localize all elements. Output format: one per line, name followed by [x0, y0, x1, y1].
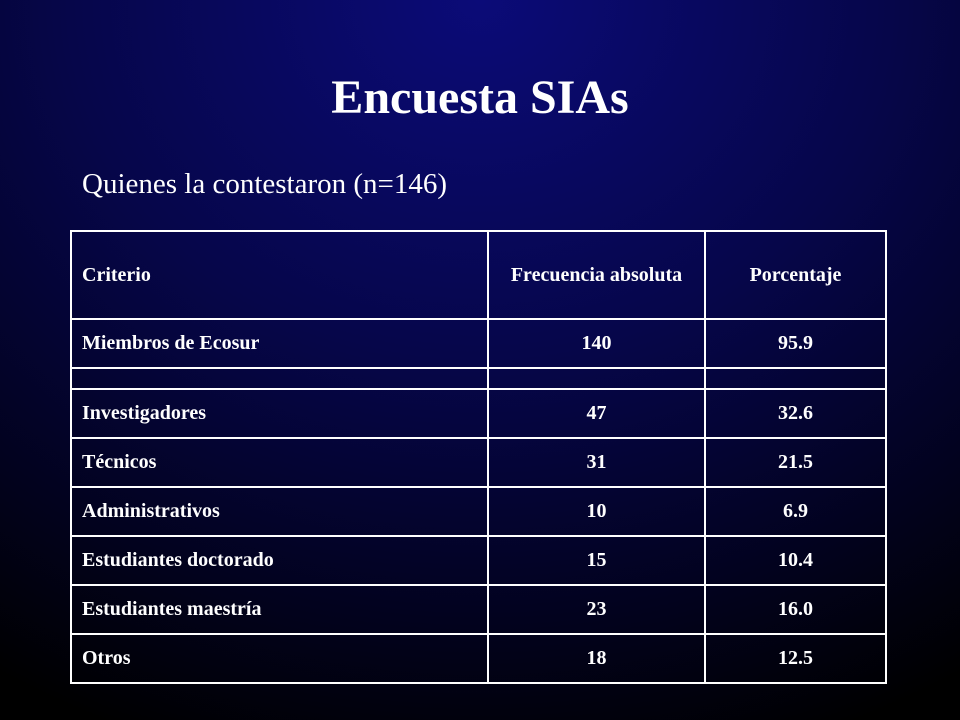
table-cell: 12.5 [704, 633, 887, 684]
table-cell: 21.5 [704, 437, 887, 488]
header-row: Criterio Frecuencia absoluta Porcentaje [70, 230, 887, 320]
table-cell: 95.9 [704, 318, 887, 369]
subtitle: Quienes la contestaron (n=146) [82, 168, 448, 200]
blank-row [70, 367, 887, 390]
table-cell: 10 [487, 486, 706, 537]
table-cell: 16.0 [704, 584, 887, 635]
table: Criterio Frecuencia absoluta Porcentaje Mi… [70, 230, 887, 684]
table-row: Miembros de Ecosur 140 95.9 [70, 318, 887, 369]
table-cell: Estudiantes maestría [70, 584, 489, 635]
table-cell: Estudiantes doctorado [70, 535, 489, 586]
table-body: Miembros de Ecosur 140 95.9 Investigadores 4… [70, 318, 887, 684]
table-cell: 31 [487, 437, 706, 488]
table-cell: 15 [487, 535, 706, 586]
table-cell: 32.6 [704, 388, 887, 439]
table-row: Investigadores 47 32.6 [70, 388, 887, 439]
column-header: Frecuencia absoluta [487, 230, 706, 320]
title: Encuesta SIAs [331, 71, 629, 124]
table-row: Estudiantes maestría 23 16.0 [70, 584, 887, 635]
table-row: Administrativos 10 6.9 [70, 486, 887, 537]
table-cell: 47 [487, 388, 706, 439]
blank-cell [487, 367, 706, 390]
table-cell: Investigadores [70, 388, 489, 439]
table-cell: 6.9 [704, 486, 887, 537]
column-header: Porcentaje [704, 230, 887, 320]
table-cell: Otros [70, 633, 489, 684]
table-cell: Miembros de Ecosur [70, 318, 489, 369]
table-cell: Técnicos [70, 437, 489, 488]
table-row: Técnicos 31 21.5 [70, 437, 887, 488]
blank-cell [704, 367, 887, 390]
column-header: Criterio [70, 230, 489, 320]
table-cell: 10.4 [704, 535, 887, 586]
table-row: Estudiantes doctorado 15 10.4 [70, 535, 887, 586]
table-row: Otros 18 12.5 [70, 633, 887, 684]
blank-cell [70, 367, 489, 390]
table-cell: Administrativos [70, 486, 489, 537]
table-cell: 140 [487, 318, 706, 369]
table-cell: 18 [487, 633, 706, 684]
table-head: Criterio Frecuencia absoluta Porcentaje [70, 230, 887, 320]
table-cell: 23 [487, 584, 706, 635]
